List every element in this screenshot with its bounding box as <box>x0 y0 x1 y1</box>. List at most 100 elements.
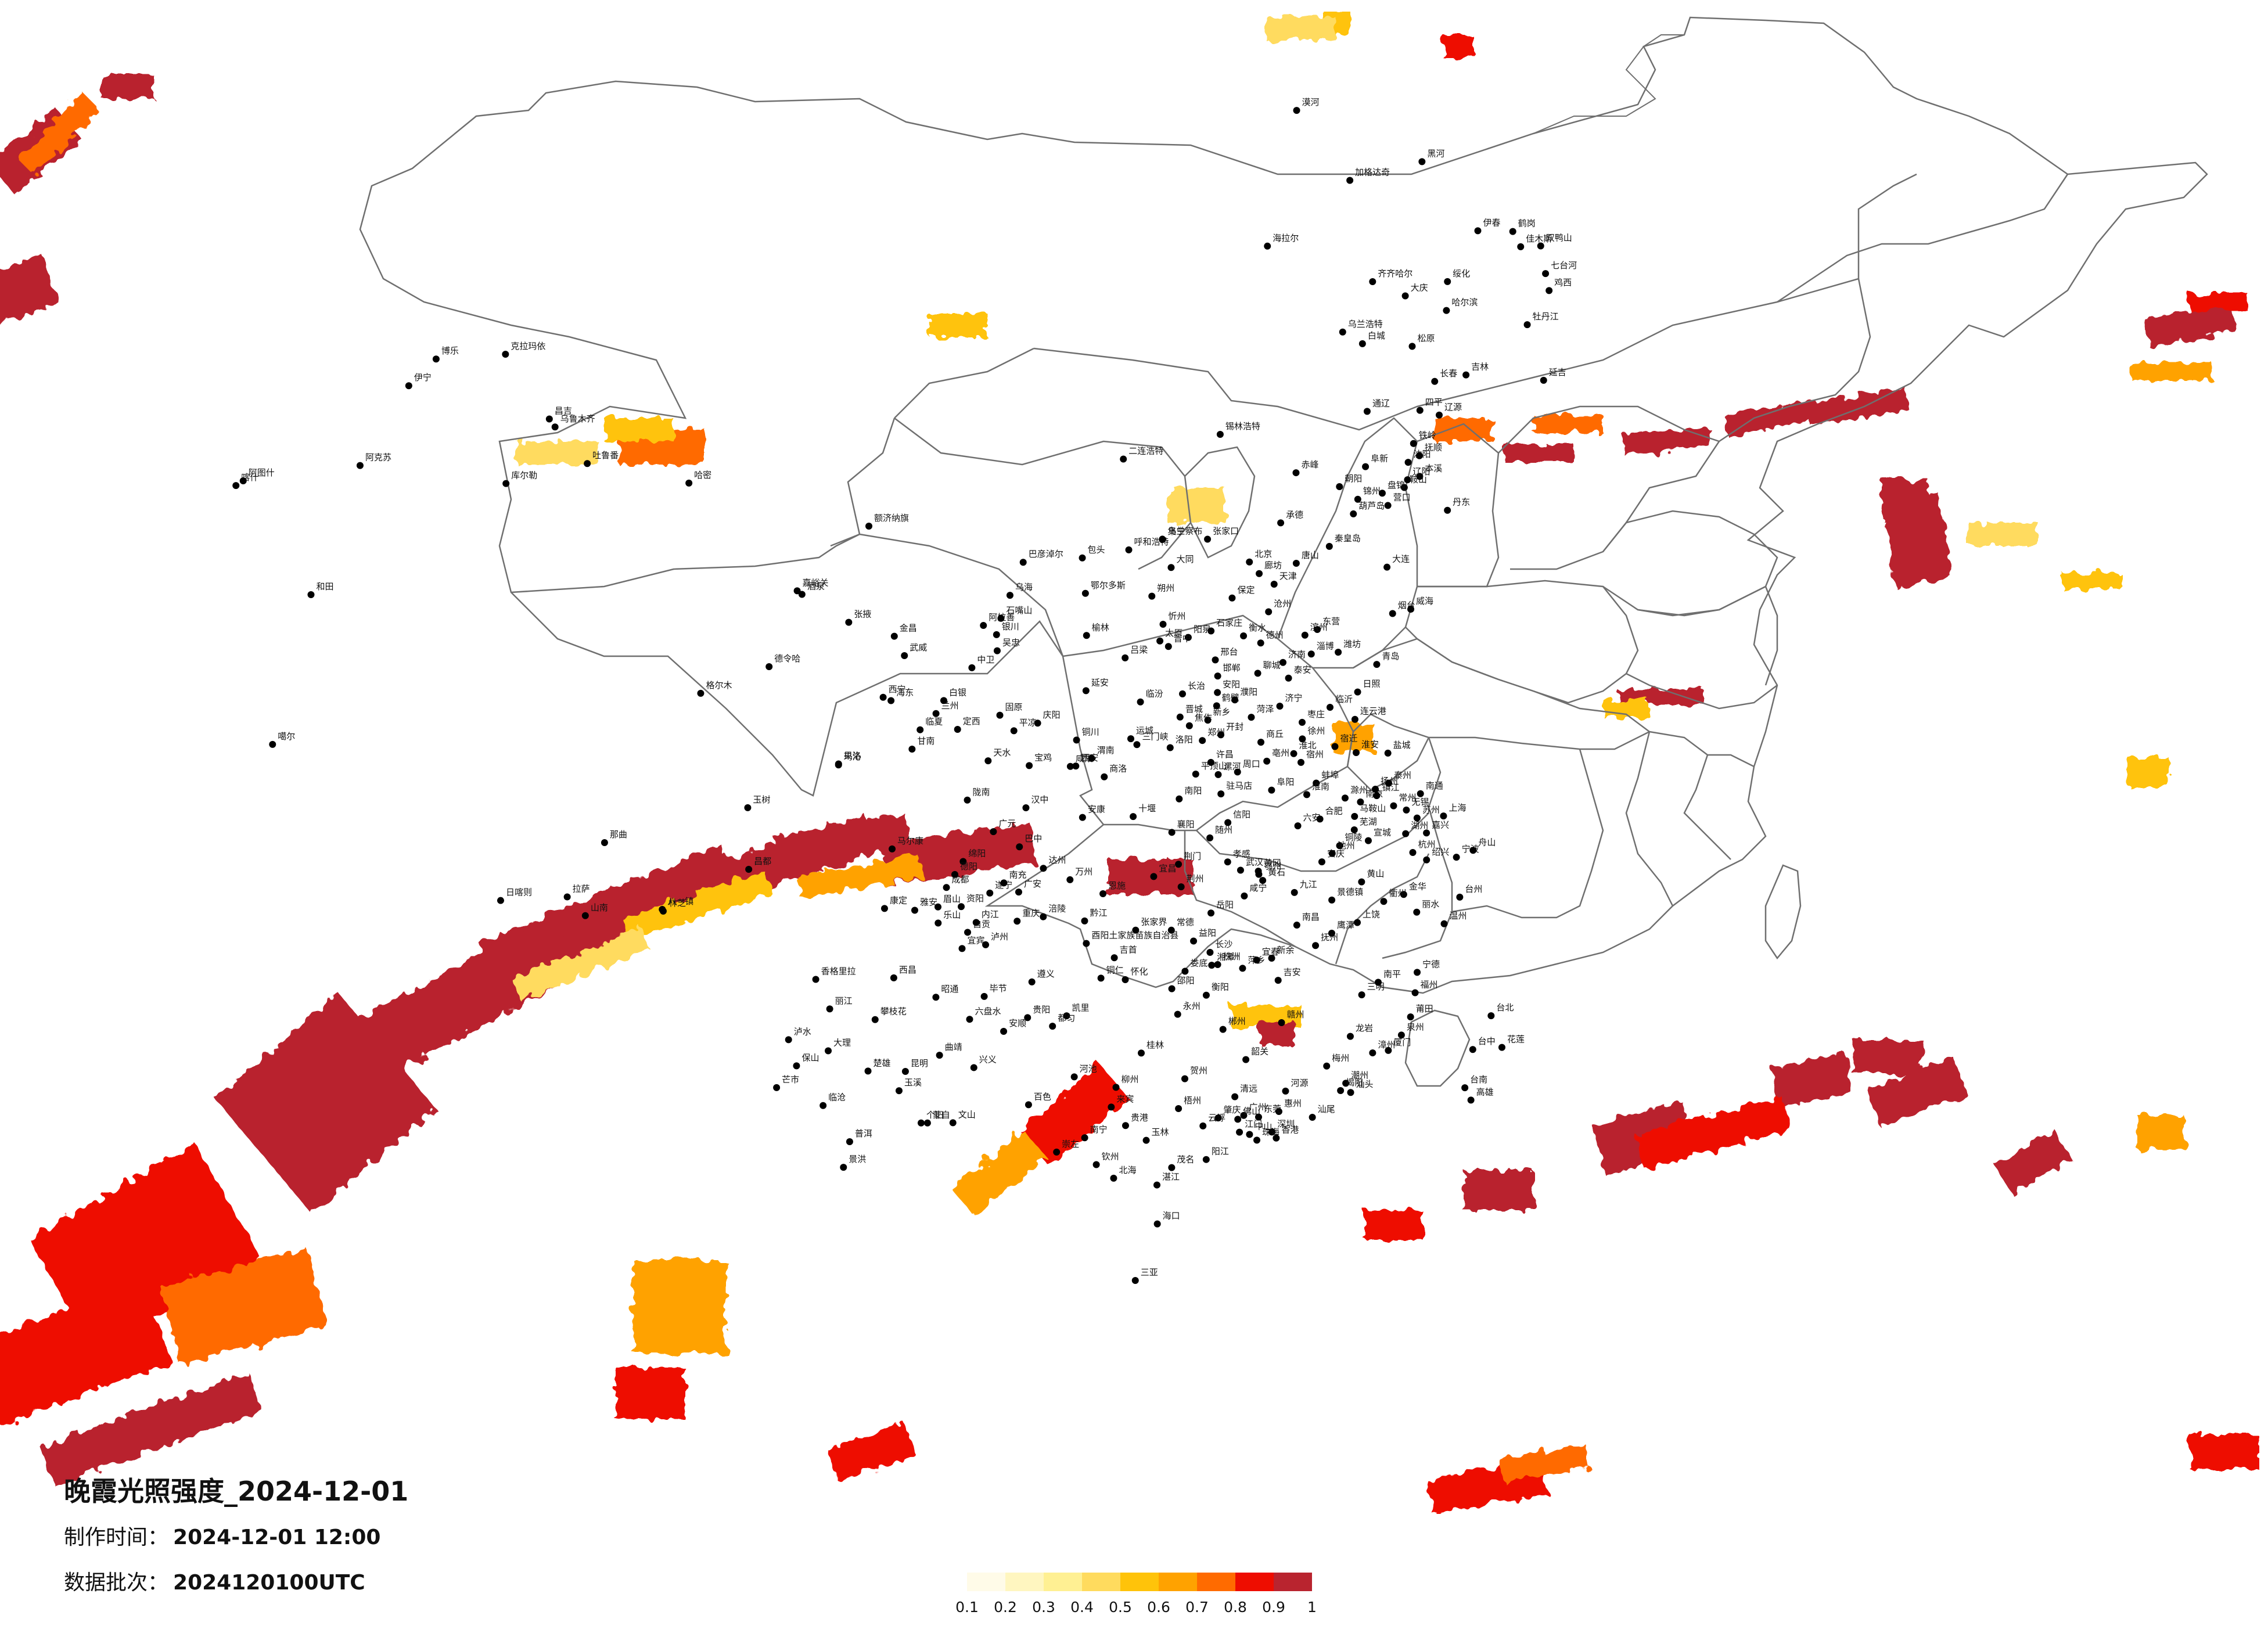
city-marker <box>745 866 753 873</box>
city-label: 毕节 <box>990 983 1007 994</box>
city-label: 保山 <box>801 1052 819 1063</box>
city-marker <box>798 591 806 598</box>
city-label: 马鞍山 <box>1360 803 1386 814</box>
city-marker <box>1273 1134 1280 1142</box>
glow-patch <box>1866 1056 1968 1127</box>
city-marker <box>793 1062 800 1070</box>
city-marker <box>1440 812 1447 820</box>
city-marker <box>1293 107 1300 114</box>
city-marker <box>972 919 980 926</box>
city-label: 伊春 <box>1483 217 1500 228</box>
city-marker <box>890 632 898 640</box>
city-marker <box>901 1067 909 1075</box>
city-label: 钦州 <box>1102 1151 1119 1161</box>
city-label: 洛阳 <box>1176 734 1193 744</box>
city-marker <box>980 622 987 629</box>
city-label: 长春 <box>1440 368 1457 379</box>
city-label: 哈密 <box>694 470 711 480</box>
city-label: 天津 <box>1279 571 1297 581</box>
city-marker <box>1237 866 1244 874</box>
city-marker <box>1298 718 1306 726</box>
city-label: 衢州 <box>1389 888 1406 898</box>
city-marker <box>901 652 908 660</box>
glow-patch <box>797 855 922 899</box>
city-label: 黑河 <box>1427 148 1444 159</box>
city-marker <box>1246 1131 1253 1138</box>
city-label: 柳州 <box>1121 1074 1138 1084</box>
legend-swatch <box>1044 1573 1082 1591</box>
city-label: 嘉峪关 <box>803 577 829 588</box>
glow-patch <box>929 314 987 337</box>
city-label: 临沂 <box>1335 694 1353 704</box>
city-label: 合肥 <box>1325 805 1343 816</box>
city-marker <box>1540 376 1547 384</box>
city-label: 潮州 <box>1351 1070 1368 1080</box>
city-label: 无锡 <box>1411 797 1429 807</box>
city-label: 陇南 <box>973 787 990 797</box>
city-marker <box>1040 865 1047 872</box>
city-marker <box>879 693 887 701</box>
border-hebei <box>1498 405 1720 570</box>
city-marker <box>1159 535 1166 543</box>
glow-patch <box>1533 415 1603 433</box>
city-marker <box>1153 1220 1161 1228</box>
city-marker <box>1301 631 1309 639</box>
city-marker <box>1316 815 1324 823</box>
city-label: 个旧 <box>926 1110 944 1120</box>
city-marker <box>1407 1013 1414 1021</box>
city-label: 博乐 <box>441 346 459 356</box>
city-label: 芒市 <box>782 1074 799 1085</box>
city-label: 吉林 <box>1471 362 1489 372</box>
city-label: 淮安 <box>1361 739 1379 750</box>
city-label: 集宁 <box>1167 526 1185 537</box>
city-label: 赤峰 <box>1301 459 1318 470</box>
city-label: 达州 <box>1048 855 1066 865</box>
city-label: 铜仁 <box>1106 965 1124 975</box>
city-label: 焦作 <box>1195 713 1212 723</box>
city-label: 孝感 <box>1233 848 1250 859</box>
city-label: 涪陵 <box>1048 904 1066 914</box>
city-label: 大庆 <box>1411 282 1428 293</box>
border-xinjiang-gansu <box>894 347 1034 419</box>
city-label: 东莞 <box>1264 1104 1281 1114</box>
city-label: 铜陵 <box>1345 832 1363 843</box>
city-label: 乌兰浩特 <box>1348 319 1383 329</box>
city-marker <box>1130 813 1137 821</box>
city-marker <box>934 903 941 911</box>
city-marker <box>1016 843 1023 851</box>
city-marker <box>1268 786 1275 794</box>
hainan-island <box>1404 1009 1471 1087</box>
city-label: 菏泽 <box>1256 704 1274 714</box>
city-label: 杭州 <box>1418 839 1436 850</box>
city-marker <box>1133 741 1141 749</box>
city-marker <box>986 889 994 897</box>
city-label: 台南 <box>1470 1074 1487 1085</box>
city-label: 上海 <box>1448 803 1466 813</box>
legend-swatch <box>1235 1573 1274 1591</box>
city-label: 济宁 <box>1285 693 1303 703</box>
city-label: 茂名 <box>1177 1154 1194 1165</box>
city-marker <box>1040 913 1047 920</box>
city-label: 韶关 <box>1251 1046 1268 1057</box>
city-label: 宿迁 <box>1340 733 1357 744</box>
glow-patch <box>160 1247 328 1366</box>
city-label: 朔州 <box>1157 583 1174 593</box>
city-label: 伊宁 <box>414 372 432 383</box>
city-marker <box>1015 888 1022 896</box>
city-marker <box>1199 1122 1207 1129</box>
city-label: 中卫 <box>977 654 994 665</box>
city-marker <box>951 870 958 878</box>
city-marker <box>269 740 276 748</box>
city-marker <box>1164 643 1172 650</box>
city-label: 南昌 <box>1302 912 1320 922</box>
city-label: 吐鲁番 <box>592 450 619 461</box>
city-marker <box>1444 278 1451 285</box>
city-marker <box>982 941 990 948</box>
city-label: 南通 <box>1426 780 1443 791</box>
city-label: 定西 <box>963 716 980 726</box>
city-marker <box>1066 762 1074 770</box>
city-marker <box>1313 779 1320 787</box>
city-label: 鸡西 <box>1554 277 1572 287</box>
city-label: 西宁 <box>889 684 906 695</box>
